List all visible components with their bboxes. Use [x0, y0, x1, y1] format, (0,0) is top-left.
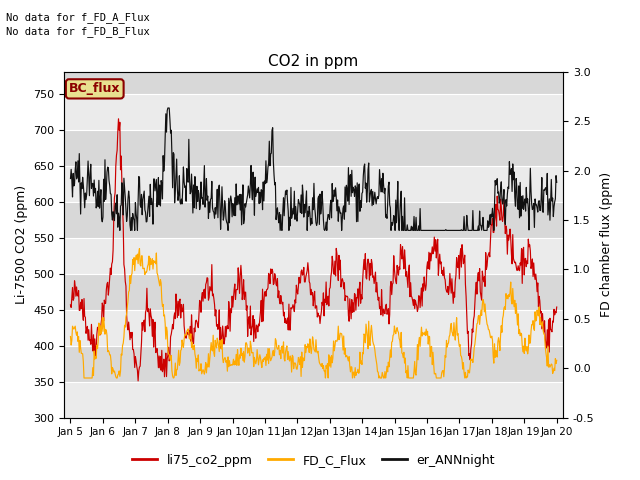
Bar [64, 166, 563, 202]
Bar [64, 238, 563, 274]
Bar [64, 310, 563, 346]
Y-axis label: Li-7500 CO2 (ppm): Li-7500 CO2 (ppm) [15, 185, 28, 304]
Text: No data for f_FD_A_Flux: No data for f_FD_A_Flux [6, 12, 150, 23]
Bar [64, 94, 563, 130]
Title: CO2 in ppm: CO2 in ppm [268, 54, 359, 70]
Bar [64, 382, 563, 418]
Y-axis label: FD chamber flux (ppm): FD chamber flux (ppm) [600, 172, 613, 317]
Text: No data for f_FD_B_Flux: No data for f_FD_B_Flux [6, 26, 150, 37]
Text: BC_flux: BC_flux [69, 83, 120, 96]
Legend: li75_co2_ppm, FD_C_Flux, er_ANNnight: li75_co2_ppm, FD_C_Flux, er_ANNnight [127, 449, 500, 472]
